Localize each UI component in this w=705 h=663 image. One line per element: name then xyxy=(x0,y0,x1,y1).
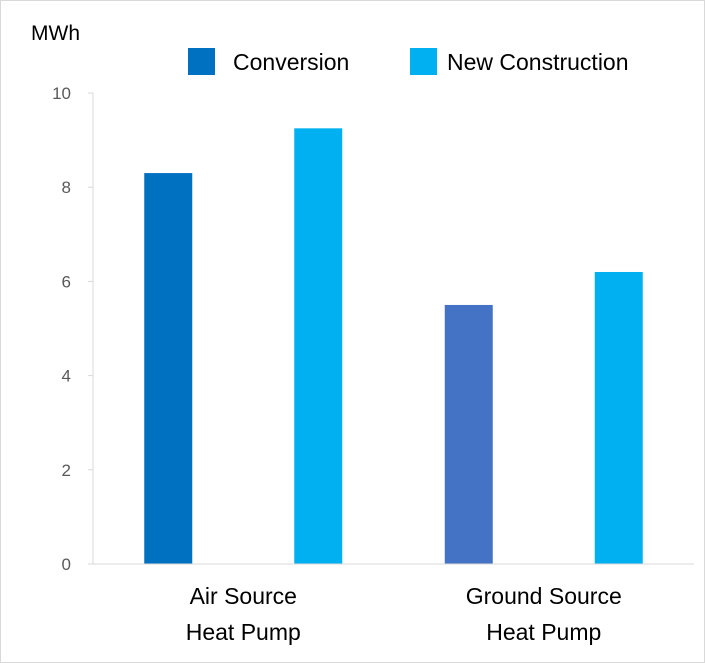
bars xyxy=(144,128,643,564)
bar-conversion-1 xyxy=(444,304,493,564)
legend-label-new-construction: New Construction xyxy=(447,49,629,75)
x-axis-labels: Air Source Heat Pump Ground Source Heat Pum… xyxy=(186,583,622,645)
y-tick-label: 2 xyxy=(62,461,71,480)
y-tick-label: 8 xyxy=(62,178,71,197)
bar-new-construction-1 xyxy=(594,271,643,564)
y-tick-label: 6 xyxy=(62,272,71,291)
legend-swatch-new-construction xyxy=(410,48,437,75)
y-axis: 0 2 4 6 8 10 xyxy=(52,84,93,574)
y-tick-label: 4 xyxy=(62,367,71,386)
x-category-label: Heat Pump xyxy=(486,619,601,645)
legend: Conversion New Construction xyxy=(188,48,629,75)
legend-label-conversion: Conversion xyxy=(233,49,349,75)
x-category-label: Heat Pump xyxy=(186,619,301,645)
y-tick-label: 0 xyxy=(62,555,71,574)
y-axis-unit-label: MWh xyxy=(31,22,80,45)
y-tick-label: 10 xyxy=(52,84,71,103)
x-category-label: Air Source xyxy=(190,583,297,609)
x-category-label: Ground Source xyxy=(466,583,622,609)
axis-lines xyxy=(92,93,694,565)
legend-swatch-conversion xyxy=(188,48,215,75)
bar-new-construction-0 xyxy=(294,128,343,564)
bar-conversion-0 xyxy=(144,173,193,564)
